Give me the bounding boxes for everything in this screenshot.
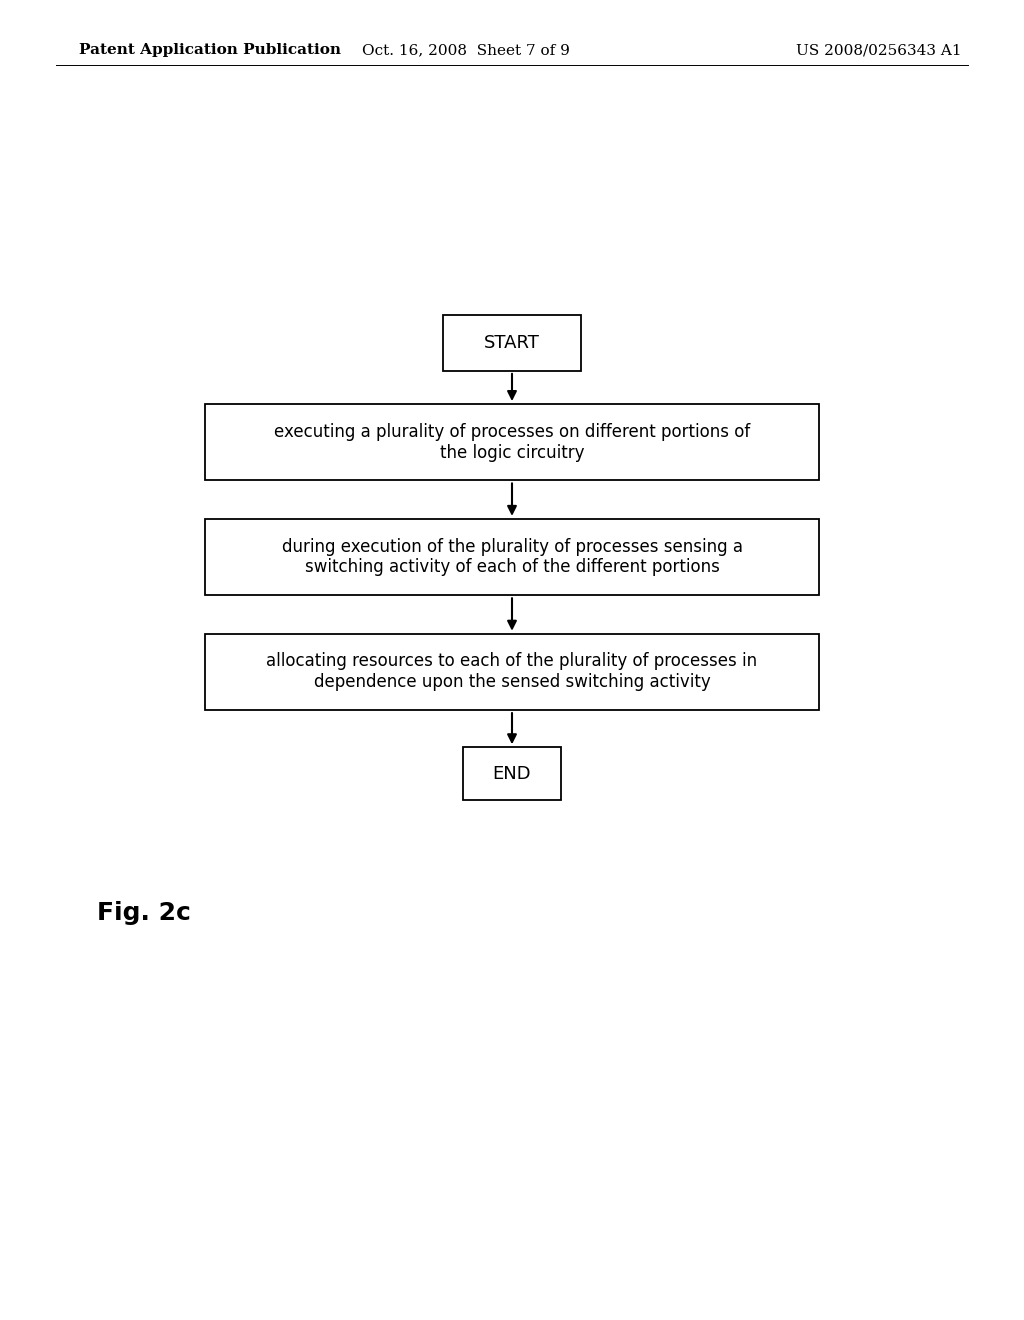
FancyBboxPatch shape bbox=[442, 315, 582, 371]
Text: Oct. 16, 2008  Sheet 7 of 9: Oct. 16, 2008 Sheet 7 of 9 bbox=[361, 44, 570, 57]
Text: executing a plurality of processes on different portions of
the logic circuitry: executing a plurality of processes on di… bbox=[273, 422, 751, 462]
Text: Fig. 2c: Fig. 2c bbox=[97, 902, 191, 925]
FancyBboxPatch shape bbox=[205, 634, 819, 710]
Text: END: END bbox=[493, 764, 531, 783]
Text: US 2008/0256343 A1: US 2008/0256343 A1 bbox=[796, 44, 962, 57]
FancyBboxPatch shape bbox=[205, 519, 819, 595]
FancyBboxPatch shape bbox=[205, 404, 819, 480]
FancyBboxPatch shape bbox=[463, 747, 561, 800]
Text: allocating resources to each of the plurality of processes in
dependence upon th: allocating resources to each of the plur… bbox=[266, 652, 758, 692]
Text: START: START bbox=[484, 334, 540, 352]
Text: Patent Application Publication: Patent Application Publication bbox=[79, 44, 341, 57]
Text: during execution of the plurality of processes sensing a
switching activity of e: during execution of the plurality of pro… bbox=[282, 537, 742, 577]
